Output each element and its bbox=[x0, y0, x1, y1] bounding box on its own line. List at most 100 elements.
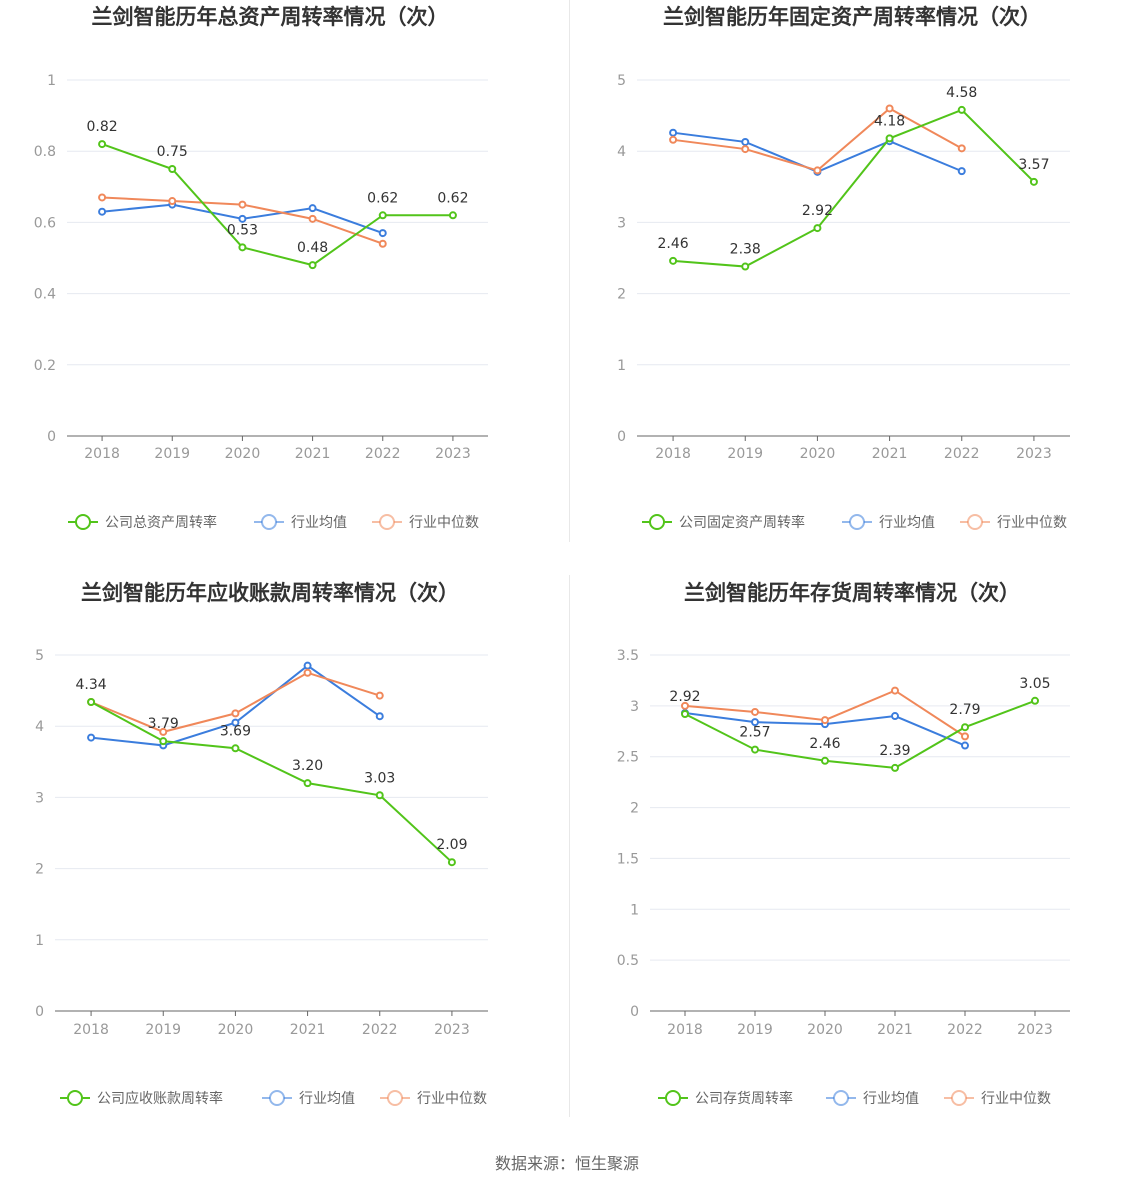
x-tick-label: 2023 bbox=[1017, 1022, 1053, 1038]
data-point-company[interactable] bbox=[957, 105, 966, 114]
data-point-median[interactable] bbox=[159, 727, 168, 736]
legend-marker bbox=[379, 514, 395, 530]
series-line-company bbox=[673, 108, 1035, 268]
data-point-company[interactable] bbox=[87, 697, 96, 706]
y-tick-label: 0 bbox=[47, 429, 56, 445]
legend-item-avg[interactable]: 行业均值 bbox=[254, 514, 347, 531]
data-point-avg[interactable] bbox=[751, 718, 759, 727]
data-point-median[interactable] bbox=[98, 193, 107, 202]
data-point-avg[interactable] bbox=[231, 718, 240, 727]
series-line-company bbox=[684, 699, 1036, 769]
legend-item-median[interactable]: 行业中位数 bbox=[380, 1090, 487, 1107]
legend-item-company[interactable]: 公司固定资产周转率 bbox=[642, 514, 805, 531]
data-point-avg[interactable] bbox=[87, 733, 96, 742]
data-point-median[interactable] bbox=[961, 732, 969, 741]
data-point-company[interactable] bbox=[751, 745, 759, 754]
legend-label: 行业均值 bbox=[863, 1091, 919, 1107]
legend-marker bbox=[849, 514, 865, 530]
data-point-company[interactable] bbox=[669, 256, 678, 265]
data-point-avg[interactable] bbox=[98, 207, 107, 216]
data-point-median[interactable] bbox=[238, 200, 247, 209]
legend-item-company[interactable]: 公司存货周转率 bbox=[658, 1090, 793, 1107]
legend-label: 公司固定资产周转率 bbox=[679, 514, 805, 531]
data-point-median[interactable] bbox=[885, 104, 894, 113]
x-tick-label: 2023 bbox=[434, 1022, 470, 1038]
data-point-company[interactable] bbox=[303, 779, 312, 788]
data-point-company[interactable] bbox=[231, 744, 240, 753]
y-tick-label: 0 bbox=[35, 1004, 44, 1020]
data-point-avg[interactable] bbox=[669, 128, 678, 137]
data-point-median[interactable] bbox=[957, 144, 966, 153]
data-point-median[interactable] bbox=[681, 701, 689, 710]
series-line-median bbox=[672, 107, 963, 172]
data-label: 2.46 bbox=[809, 736, 840, 752]
data-point-avg[interactable] bbox=[961, 741, 969, 750]
chart-inventory-turnover: 兰剑智能历年存货周转率情况（次） 0 0.5 1 1.5 2 2.5 3 3.5 2018 2019… bbox=[567, 575, 1134, 1150]
data-point-avg[interactable] bbox=[303, 661, 312, 670]
data-point-median[interactable] bbox=[741, 145, 750, 154]
legend-label: 行业均值 bbox=[879, 515, 935, 531]
y-tick-label: 0.6 bbox=[34, 215, 56, 231]
data-point-avg[interactable] bbox=[891, 712, 899, 721]
chart-fixed-asset-turnover: 兰剑智能历年固定资产周转率情况（次） 0 1 2 3 4 5 2018 2019 2020 2021… bbox=[567, 0, 1134, 575]
data-point-median[interactable] bbox=[308, 214, 317, 223]
legend-item-avg[interactable]: 行业均值 bbox=[826, 1090, 919, 1107]
data-point-median[interactable] bbox=[751, 707, 759, 716]
legend-marker bbox=[967, 514, 983, 530]
data-label: 2.39 bbox=[879, 743, 910, 759]
data-point-avg[interactable] bbox=[378, 229, 387, 238]
legend-label: 公司存货周转率 bbox=[695, 1090, 793, 1107]
data-point-median[interactable] bbox=[821, 716, 829, 725]
data-point-company[interactable] bbox=[308, 261, 317, 270]
series-line-median bbox=[684, 689, 966, 738]
data-point-company[interactable] bbox=[448, 211, 457, 220]
data-point-median[interactable] bbox=[303, 668, 312, 677]
data-point-company[interactable] bbox=[375, 791, 384, 800]
legend-item-avg[interactable]: 行业均值 bbox=[842, 514, 935, 531]
legend-item-company[interactable]: 公司总资产周转率 bbox=[68, 514, 217, 531]
data-point-avg[interactable] bbox=[375, 712, 384, 721]
data-point-company[interactable] bbox=[98, 140, 107, 149]
data-point-company[interactable] bbox=[447, 858, 456, 867]
data-point-company[interactable] bbox=[238, 243, 247, 252]
legend-item-company[interactable]: 公司应收账款周转率 bbox=[60, 1090, 223, 1107]
data-point-company[interactable] bbox=[681, 709, 689, 718]
legend-marker bbox=[261, 514, 277, 530]
legend-marker bbox=[67, 1090, 83, 1106]
y-tick-label: 0.2 bbox=[34, 358, 56, 374]
data-point-avg[interactable] bbox=[741, 137, 750, 146]
data-point-company[interactable] bbox=[168, 165, 177, 173]
legend-label: 公司应收账款周转率 bbox=[97, 1090, 223, 1107]
legend-item-avg[interactable]: 行业均值 bbox=[262, 1090, 355, 1107]
data-point-company[interactable] bbox=[813, 224, 822, 233]
data-point-company[interactable] bbox=[1031, 696, 1039, 705]
data-point-avg[interactable] bbox=[957, 167, 966, 176]
data-point-median[interactable] bbox=[669, 135, 678, 144]
data-point-median[interactable] bbox=[231, 709, 240, 718]
data-point-avg[interactable] bbox=[308, 204, 317, 213]
data-point-median[interactable] bbox=[813, 166, 822, 175]
y-tick-label: 1 bbox=[35, 933, 44, 949]
data-point-avg[interactable] bbox=[238, 214, 247, 223]
legend-item-median[interactable]: 行业中位数 bbox=[960, 514, 1067, 531]
data-point-company[interactable] bbox=[885, 134, 894, 143]
data-point-median[interactable] bbox=[168, 197, 177, 206]
legend-item-median[interactable]: 行业中位数 bbox=[372, 514, 479, 531]
data-point-median[interactable] bbox=[375, 691, 384, 700]
legend-item-median[interactable]: 行业中位数 bbox=[944, 1090, 1051, 1107]
x-tick-label: 2021 bbox=[872, 446, 908, 462]
data-point-company[interactable] bbox=[891, 763, 899, 772]
chart-title: 兰剑智能历年应收账款周转率情况（次） bbox=[81, 581, 459, 605]
data-point-median[interactable] bbox=[891, 686, 899, 695]
data-point-company[interactable] bbox=[159, 737, 168, 746]
data-point-company[interactable] bbox=[961, 723, 969, 732]
data-point-median[interactable] bbox=[378, 239, 387, 248]
data-point-company[interactable] bbox=[821, 756, 829, 765]
data-point-company[interactable] bbox=[378, 211, 387, 220]
legend-label: 公司总资产周转率 bbox=[105, 514, 217, 531]
data-point-company[interactable] bbox=[741, 262, 750, 271]
y-tick-label: 5 bbox=[617, 73, 626, 89]
data-point-company[interactable] bbox=[1029, 177, 1038, 186]
x-tick-label: 2019 bbox=[154, 446, 190, 462]
legend-marker bbox=[951, 1090, 967, 1106]
